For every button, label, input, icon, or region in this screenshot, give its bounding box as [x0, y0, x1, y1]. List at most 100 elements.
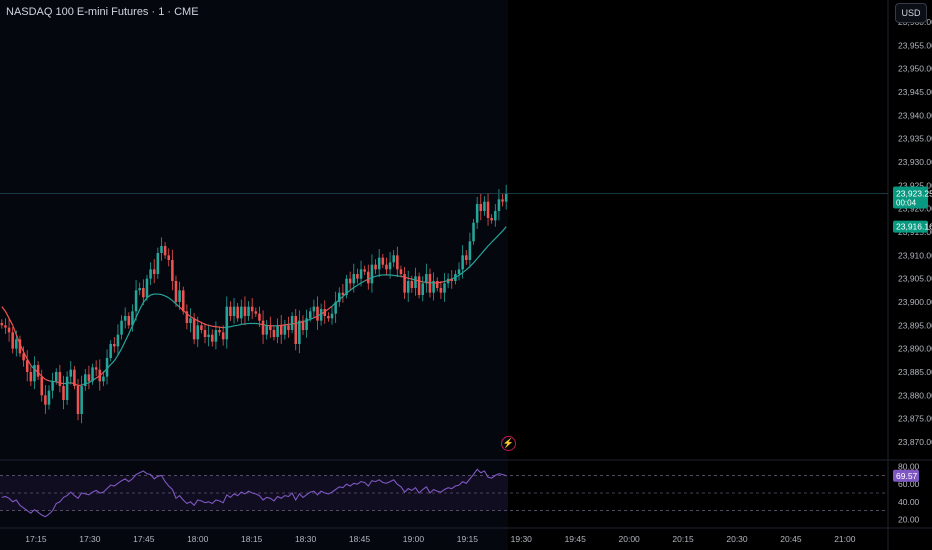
ma-segment: [331, 302, 337, 307]
ma-segment: [15, 334, 21, 345]
candle: [261, 310, 265, 344]
ma-segment: [483, 245, 489, 251]
candle-body: [330, 313, 334, 319]
ma-segment: [4, 311, 10, 319]
ma-segment: [201, 321, 206, 325]
ma-segment: [81, 383, 86, 386]
candle-body: [189, 318, 192, 323]
ma-segment: [171, 300, 177, 305]
candle-body: [269, 325, 272, 330]
candle: [421, 276, 424, 302]
ma-segment: [92, 377, 97, 381]
ma-segment: [110, 360, 115, 365]
candle: [134, 280, 138, 321]
ma-segment: [411, 278, 416, 281]
candle: [494, 204, 497, 227]
time-tick-label: 18:45: [349, 534, 371, 544]
ma-segment: [23, 351, 28, 360]
candle-body: [479, 204, 483, 211]
candle-body: [472, 222, 475, 242]
candle-body: [80, 386, 83, 414]
candle-body: [240, 306, 243, 319]
candle-body: [443, 283, 446, 293]
candle: [109, 340, 112, 362]
candle-body: [123, 316, 127, 321]
candle-body: [258, 313, 261, 321]
ma-segment: [142, 297, 148, 303]
time-tick-label: 17:15: [25, 534, 47, 544]
candle-body: [377, 257, 381, 270]
price-tick-label: 23,955.00: [898, 40, 932, 50]
ma-segment: [328, 305, 333, 310]
currency-button[interactable]: USD: [895, 3, 927, 23]
candle-body: [196, 325, 200, 340]
ma-segment: [349, 287, 355, 291]
ma-segment: [19, 343, 25, 353]
candle: [232, 298, 236, 324]
candle: [341, 284, 345, 303]
ma-segment: [487, 241, 493, 247]
candle: [145, 274, 149, 301]
candle-body: [69, 369, 73, 377]
ma-segment: [494, 234, 500, 239]
candle: [120, 315, 123, 340]
candle-body: [410, 281, 414, 288]
ma-segment: [473, 258, 478, 264]
ma-segment: [237, 323, 242, 326]
candle: [40, 369, 43, 402]
candle: [76, 379, 80, 421]
candle-body: [363, 269, 366, 272]
candle: [356, 268, 359, 284]
price-tick-label: 23,900.00: [898, 297, 932, 307]
ma-segment: [357, 282, 362, 286]
ma-segment: [480, 249, 485, 255]
candle: [269, 316, 272, 338]
ma-segment: [476, 254, 482, 259]
candle-body: [145, 278, 149, 298]
ma-segment: [139, 302, 144, 310]
candle-body: [25, 360, 29, 372]
candle: [410, 275, 414, 293]
ma-segment: [164, 295, 170, 299]
ma-segment: [121, 340, 126, 349]
ma-segment: [146, 294, 151, 299]
ma-segment: [338, 295, 344, 301]
ma-segment: [346, 289, 351, 294]
candle: [113, 337, 116, 353]
candle-body: [40, 376, 43, 396]
candle: [345, 274, 348, 299]
candle: [94, 360, 98, 376]
moving-average-layer: [1, 226, 507, 387]
ma-segment: [131, 317, 137, 327]
ma-segment: [317, 313, 322, 317]
candle: [272, 326, 276, 341]
candle: [51, 372, 54, 399]
candle-body: [338, 292, 341, 302]
time-tick-label: 20:15: [672, 534, 694, 544]
candle: [156, 247, 160, 279]
candle-body: [341, 292, 345, 295]
candle: [305, 309, 308, 338]
candle: [105, 349, 109, 385]
time-tick-label: 18:00: [187, 534, 209, 544]
candle-body: [218, 330, 221, 333]
rsi-tick-label: 60.00: [898, 479, 920, 489]
candle: [265, 319, 268, 340]
candle-body: [120, 320, 123, 335]
candle-body: [33, 365, 36, 382]
candle: [44, 385, 47, 414]
ma-segment: [458, 272, 464, 276]
lightning-icon[interactable]: ⚡: [501, 436, 516, 451]
candle: [73, 365, 76, 390]
candle-body: [116, 334, 120, 347]
candle-body: [65, 376, 69, 400]
session-highlight: [0, 0, 508, 550]
candle-body: [356, 274, 359, 279]
ma-segment: [364, 278, 369, 282]
ma-segment: [88, 379, 93, 384]
candle-body: [417, 276, 421, 295]
ma-segment: [102, 368, 108, 373]
candle-body: [51, 381, 54, 391]
ma-segment: [230, 325, 235, 328]
